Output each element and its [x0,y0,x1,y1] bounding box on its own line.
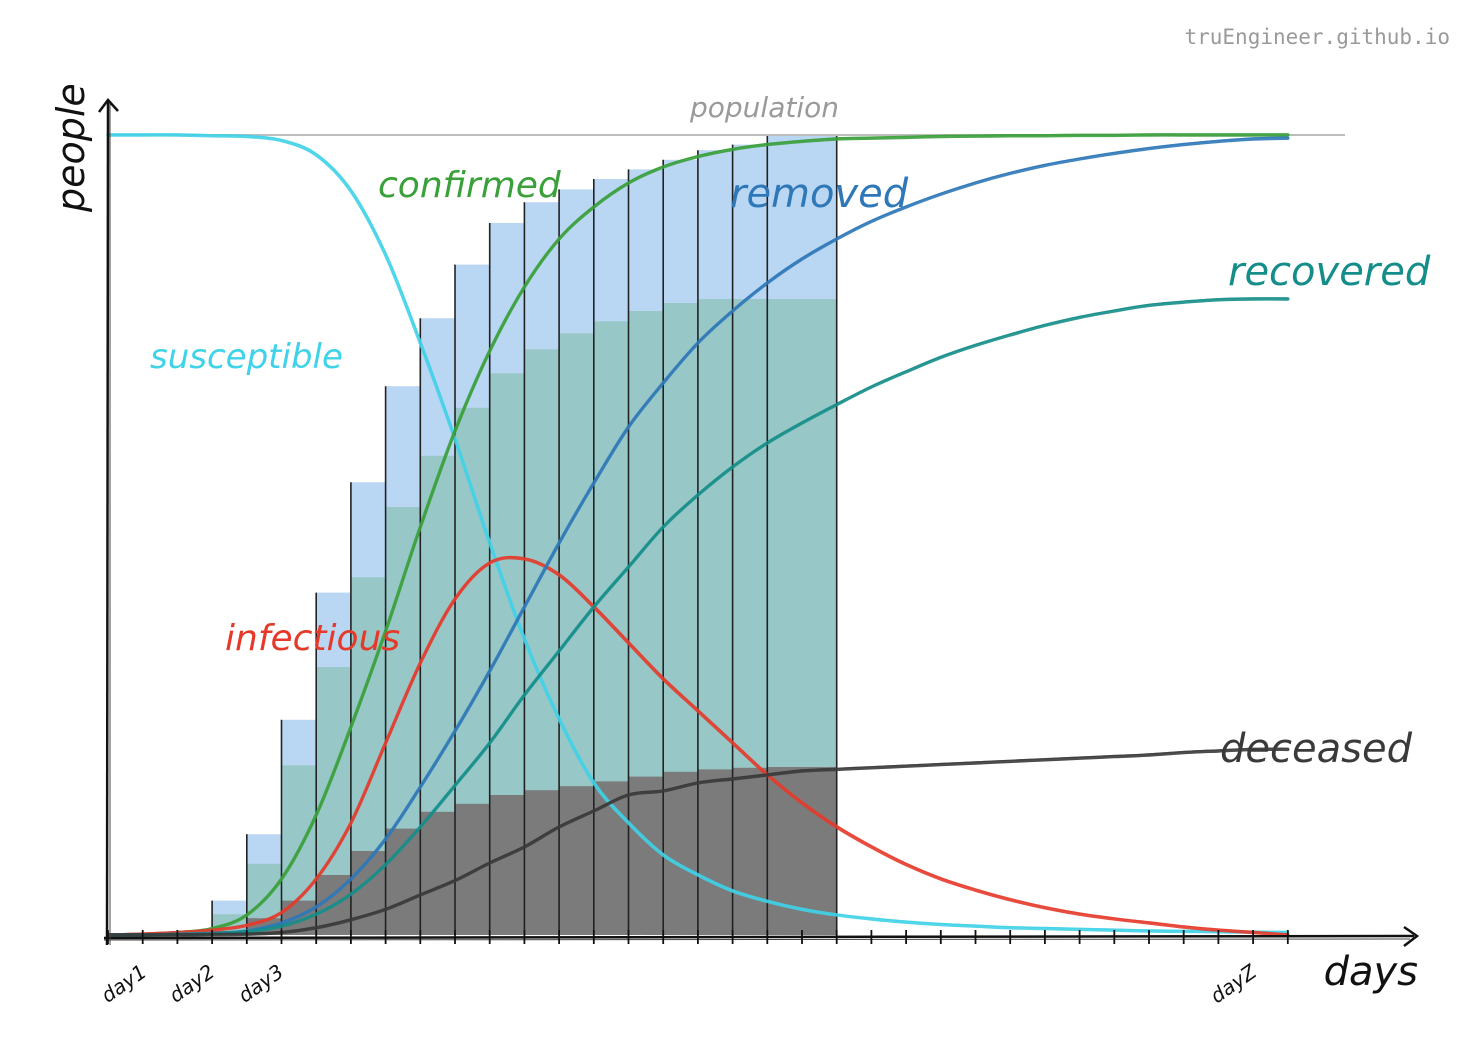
y-axis [105,99,110,946]
series-label-recovered: recovered [1228,249,1431,295]
x-axis-arrow [1403,925,1420,947]
line-deceased [106,747,1290,937]
line-recovered-sketch [108,297,1289,935]
x-tick-label: day3 [234,959,288,1007]
bars-layer [211,135,838,936]
line-deceased-sketch [108,747,1289,935]
line-susceptible-sketch [108,133,1289,932]
x-tick-label: day2 [165,959,219,1007]
bar-deceased [767,767,837,935]
y-axis-arrow [98,98,119,113]
population-label: population [689,91,839,124]
x-tick-label: dayZ [1206,959,1262,1008]
line-infectious-sketch [108,555,1289,935]
series-label-deceased: deceased [1220,726,1413,772]
line-removed-sketch [108,136,1289,935]
x-tick-label: day1 [97,959,151,1007]
x-axis-label: days [1324,949,1418,995]
y-axis-label: people [49,83,93,213]
x-axis [103,934,1415,940]
series-label-infectious: infectious [225,618,400,659]
series-label-susceptible: susceptible [150,337,343,377]
series-lines [106,133,1290,937]
line-confirmed-sketch [108,133,1289,935]
axes [98,98,1420,947]
x-axis-sketch [103,938,1411,941]
series-label-confirmed: confirmed [378,165,562,206]
watermark: truEngineer.github.io [1184,25,1450,49]
series-label-removed: removed [730,171,909,217]
labels: days people day1 day2 day3 dayZ population susc… [49,83,1431,1008]
line-susceptible [106,133,1290,935]
